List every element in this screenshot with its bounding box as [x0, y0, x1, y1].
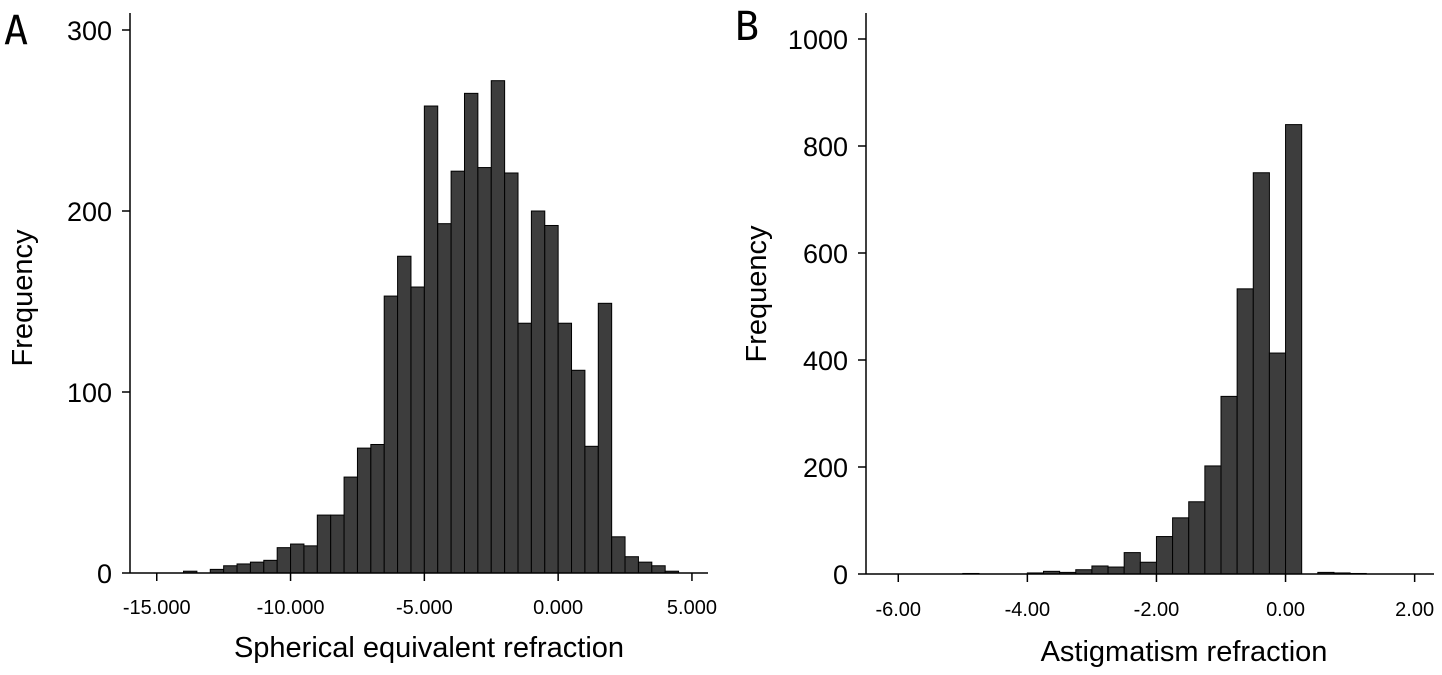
panel-a-x-tick-label: -15.000: [123, 597, 191, 619]
panel-a-y-axis-title: Frequency: [7, 229, 39, 367]
panel-b-y-tick-label: 0: [833, 560, 848, 590]
panel-a-bar: [611, 536, 626, 574]
panel-a-bar: [450, 170, 465, 574]
panel-a-bar: [263, 559, 278, 574]
panel-b-bars: [962, 124, 1367, 575]
panel-b-x-tick-label: -4.00: [1005, 599, 1051, 621]
panel-b-y-ticks: 0 200 400 600 800 1000: [788, 25, 866, 590]
panel-b-y-tick-label: 800: [803, 132, 848, 162]
panel-a-bar: [370, 443, 385, 574]
panel-a-bar: [637, 561, 653, 574]
panel-b-x-tick-label: -6.00: [875, 599, 921, 621]
panel-a-bar: [530, 210, 546, 574]
panel-a-bar: [477, 167, 492, 574]
panel-a-bar: [276, 547, 292, 574]
panel-a-x-axis-title: Spherical equivalent refraction: [234, 632, 624, 664]
panel-b-bar: [1091, 565, 1109, 575]
panel-a-bar: [410, 286, 425, 574]
panel-a-bar: [330, 514, 345, 574]
panel-b-x-tick-label: -2.00: [1134, 599, 1180, 621]
panel-b: B 0 200 400 600 800 1000 -6.00 -4.00 -2.00 0.00 2…: [735, 4, 1434, 668]
panel-b-bar: [1123, 552, 1141, 575]
panel-b-y-tick-label: 200: [803, 453, 848, 483]
panel-a-bar: [490, 80, 506, 574]
panel-a-x-tick-label: -10.000: [257, 597, 325, 619]
panel-b-x-ticks: -6.00 -4.00 -2.00 0.00 2.00: [875, 574, 1434, 621]
panel-a: A 0 100 200 300 -15.000 -10.000 -5.000 0.000 5.…: [4, 8, 717, 664]
panel-a-y-tick-label: 300: [67, 16, 112, 46]
panel-b-bar: [1252, 172, 1270, 575]
panel-a-y-tick-label: 0: [97, 559, 112, 589]
panel-b-bar: [1204, 465, 1222, 575]
panel-a-bar: [290, 543, 305, 574]
panel-a-bar: [356, 447, 372, 574]
panel-b-bar: [1268, 352, 1287, 575]
panel-a-bar: [624, 556, 639, 574]
panel-b-y-axis-title: Frequency: [741, 225, 773, 363]
panel-a-bars: [183, 80, 680, 574]
panel-a-bar: [557, 322, 573, 574]
panel-b-y-tick-label: 400: [803, 346, 848, 376]
panel-b-y-tick-label: 600: [803, 239, 848, 269]
panel-b-bar: [1285, 124, 1303, 575]
panel-b-x-tick-label: 0.00: [1266, 599, 1305, 621]
panel-a-bar: [423, 105, 439, 574]
panel-a-bar: [571, 369, 586, 574]
panel-b-letter: B: [735, 4, 759, 50]
panel-a-bar: [651, 565, 666, 574]
panel-a-y-tick-label: 100: [67, 378, 112, 408]
panel-b-bar: [1155, 536, 1174, 575]
panel-a-bar: [303, 545, 318, 574]
panel-a-bar: [517, 322, 532, 574]
panel-a-bar: [249, 561, 265, 574]
panel-a-bar: [544, 224, 559, 574]
panel-a-bar: [343, 476, 358, 574]
panel-b-bar: [1188, 501, 1206, 575]
panel-b-bar: [1220, 395, 1238, 575]
panel-b-bar: [1139, 561, 1157, 575]
panel-a-bar: [223, 565, 238, 574]
panel-a-bar: [236, 563, 251, 574]
panel-a-bar: [597, 302, 613, 574]
panel-b-x-axis-title: Astigmatism refraction: [1041, 636, 1328, 668]
panel-a-x-ticks: -15.000 -10.000 -5.000 0.000 5.000: [123, 573, 717, 619]
panel-b-bar: [1172, 517, 1190, 575]
panel-a-y-tick-label: 200: [67, 197, 112, 227]
panel-a-bar: [316, 514, 332, 574]
panel-a-bar: [504, 172, 519, 574]
panel-a-x-tick-label: -5.000: [396, 597, 453, 619]
panel-a-bar: [437, 223, 452, 574]
panel-a-bar: [584, 445, 599, 574]
panel-a-bar: [463, 92, 479, 574]
panel-b-x-tick-label: 2.00: [1395, 599, 1434, 621]
panel-a-letter: A: [4, 8, 28, 54]
panel-a-x-tick-label: 5.000: [667, 597, 717, 619]
panel-a-x-tick-label: 0.000: [533, 597, 583, 619]
panel-b-bar: [1236, 288, 1254, 575]
panel-a-bar: [397, 255, 412, 574]
panel-a-bar: [383, 295, 399, 574]
panel-b-bar: [1107, 566, 1125, 575]
panel-b-y-tick-label: 1000: [788, 25, 848, 55]
panel-a-y-ticks: 0 100 200 300: [67, 16, 130, 589]
